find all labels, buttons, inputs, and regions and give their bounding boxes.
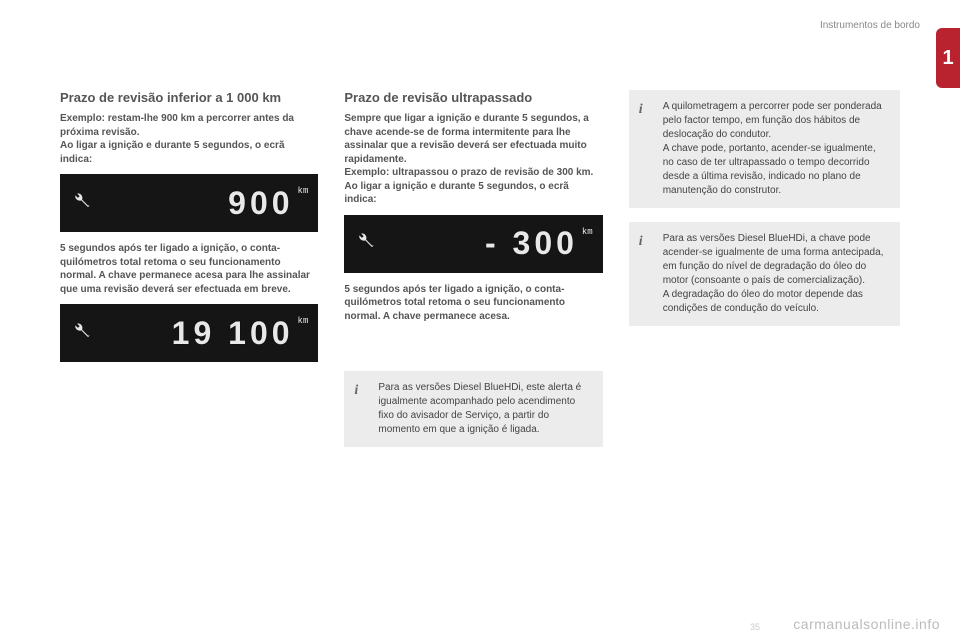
text-example-900: Exemplo: restam-lhe 900 km a percorrer a… bbox=[60, 112, 318, 166]
heading-low-interval: Prazo de revisão inferior a 1 000 km bbox=[60, 90, 318, 106]
info-icon: i bbox=[354, 381, 358, 401]
info-box-time-factor: i A quilometragem a percorrer pode ser p… bbox=[629, 90, 900, 208]
text-overdue-intro: Sempre que ligar a ignição e durante 5 s… bbox=[344, 112, 602, 207]
page-content: Prazo de revisão inferior a 1 000 km Exe… bbox=[60, 90, 900, 461]
info-text: Para as versões Diesel BlueHDi, a chave … bbox=[663, 233, 884, 314]
wrench-icon bbox=[70, 190, 98, 217]
wrench-icon bbox=[70, 320, 98, 347]
info-box-oil-degradation: i Para as versões Diesel BlueHDi, a chav… bbox=[629, 222, 900, 326]
display-unit: km bbox=[298, 186, 309, 196]
display-unit: km bbox=[582, 227, 593, 237]
text-after-900: 5 segundos após ter ligado a ignição, o … bbox=[60, 242, 318, 296]
column-middle: Prazo de revisão ultrapassado Sempre que… bbox=[344, 90, 602, 461]
info-text: A quilometragem a percorrer pode ser pon… bbox=[663, 101, 882, 196]
text-overdue-after: 5 segundos após ter ligado a ignição, o … bbox=[344, 283, 602, 324]
chapter-tab: 1 bbox=[936, 28, 960, 88]
info-text: Para as versões Diesel BlueHDi, este ale… bbox=[378, 382, 581, 435]
column-left: Prazo de revisão inferior a 1 000 km Exe… bbox=[60, 90, 318, 461]
info-icon: i bbox=[639, 232, 643, 252]
display-value: 19 100 bbox=[98, 315, 294, 352]
dash-display-minus300: - 300 km bbox=[344, 215, 602, 273]
info-box-bluehdi-alert: i Para as versões Diesel BlueHDi, este a… bbox=[344, 371, 602, 447]
footer-url: carmanualsonline.info bbox=[793, 616, 940, 632]
page-number: 35 bbox=[750, 622, 760, 632]
wrench-icon bbox=[354, 230, 382, 257]
section-header: Instrumentos de bordo bbox=[820, 20, 920, 31]
display-value: - 300 bbox=[382, 225, 578, 262]
heading-overdue: Prazo de revisão ultrapassado bbox=[344, 90, 602, 106]
dash-display-900: 900 km bbox=[60, 174, 318, 232]
display-unit: km bbox=[298, 316, 309, 326]
dash-display-19100: 19 100 km bbox=[60, 304, 318, 362]
column-right: i A quilometragem a percorrer pode ser p… bbox=[629, 90, 900, 461]
info-icon: i bbox=[639, 100, 643, 120]
display-value: 900 bbox=[98, 185, 294, 222]
